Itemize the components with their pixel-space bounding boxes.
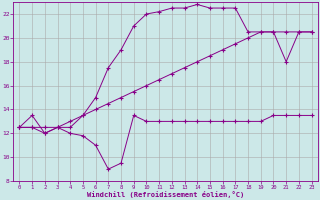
X-axis label: Windchill (Refroidissement éolien,°C): Windchill (Refroidissement éolien,°C): [87, 191, 244, 198]
